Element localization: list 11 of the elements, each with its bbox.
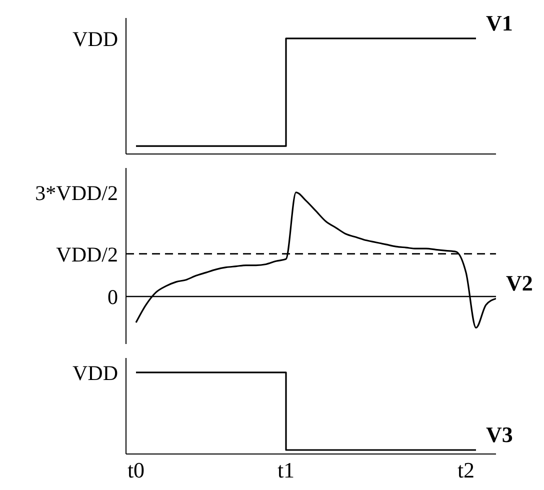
text: 3*VDD/2 <box>35 180 118 205</box>
ref-line-label: VDD/2 <box>56 242 118 266</box>
text: VDD <box>72 26 118 51</box>
x-tick-label: t1 <box>277 458 295 483</box>
series-label: V3 <box>486 422 513 447</box>
series-label: V2 <box>506 270 533 296</box>
series-label: V1 <box>486 10 513 36</box>
text: VDD <box>72 360 118 385</box>
ref-line-label: 0 <box>108 284 118 309</box>
x-tick-label: t2 <box>457 458 475 483</box>
x-tick-label: t0 <box>127 458 145 483</box>
